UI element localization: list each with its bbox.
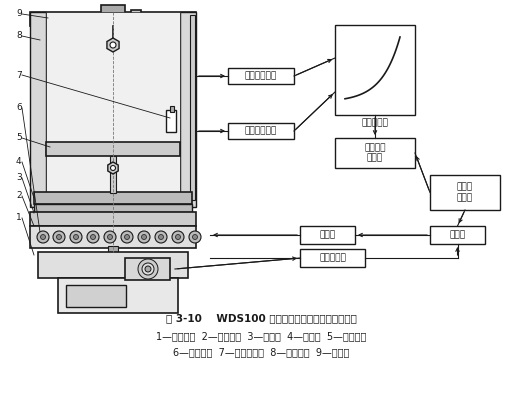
Text: 直流数字
电压表: 直流数字 电压表	[364, 143, 386, 163]
Circle shape	[192, 235, 198, 239]
Bar	[58, 278, 178, 313]
Text: 5: 5	[16, 134, 22, 142]
Circle shape	[37, 231, 49, 243]
Text: 变形测量单元: 变形测量单元	[245, 126, 277, 136]
Circle shape	[189, 231, 201, 243]
Text: 7: 7	[16, 71, 22, 79]
Circle shape	[155, 231, 167, 243]
Text: 图 3-10    WDS100 型电子万能材料试验机结构原理: 图 3-10 WDS100 型电子万能材料试验机结构原理	[166, 313, 357, 323]
Text: 放大器: 放大器	[449, 231, 465, 239]
Bar	[30, 12, 196, 26]
Bar	[131, 10, 141, 18]
Polygon shape	[107, 38, 119, 52]
Text: 测速发电机: 测速发电机	[319, 253, 346, 263]
Bar	[228, 123, 294, 139]
Circle shape	[90, 235, 96, 239]
Text: 1: 1	[16, 213, 22, 223]
Bar	[430, 226, 485, 244]
Text: 力值测量单元: 力值测量单元	[245, 71, 277, 81]
Bar	[30, 226, 196, 248]
Bar	[108, 246, 118, 252]
Circle shape	[145, 266, 151, 272]
Circle shape	[121, 231, 133, 243]
Text: 1—主变速箱  2—传动齿轮  3—电动机  4—工作台  5—活动横架: 1—主变速箱 2—传动齿轮 3—电动机 4—工作台 5—活动横架	[156, 331, 366, 341]
Text: 9: 9	[16, 10, 22, 18]
Circle shape	[138, 231, 150, 243]
Bar	[300, 226, 355, 244]
Bar	[166, 110, 176, 132]
Circle shape	[40, 235, 46, 239]
Text: 3: 3	[16, 174, 22, 182]
Text: 函数记录仪: 函数记录仪	[361, 119, 389, 128]
Circle shape	[172, 231, 184, 243]
Bar	[66, 285, 126, 307]
Bar	[335, 138, 415, 168]
Bar	[46, 12, 180, 207]
Circle shape	[108, 235, 112, 239]
Bar	[110, 156, 116, 193]
Text: 4: 4	[16, 158, 21, 166]
Bar	[46, 142, 180, 156]
Text: 晶闸管: 晶闸管	[320, 231, 336, 239]
Circle shape	[56, 235, 62, 239]
Bar	[34, 192, 192, 204]
Bar	[170, 106, 174, 112]
Circle shape	[74, 235, 78, 239]
Bar	[34, 204, 192, 212]
Text: 直流稳
压电源: 直流稳 压电源	[457, 183, 473, 202]
Text: 6: 6	[16, 103, 22, 113]
Circle shape	[53, 231, 65, 243]
Bar	[190, 15, 195, 200]
Circle shape	[124, 235, 130, 239]
Text: 6—滚珠丝杠  7—位移传感器  8—力传感器  9—上横架: 6—滚珠丝杠 7—位移传感器 8—力传感器 9—上横架	[173, 347, 349, 357]
Circle shape	[87, 231, 99, 243]
Bar	[180, 12, 196, 207]
Bar	[228, 68, 294, 84]
Bar	[430, 175, 500, 210]
Bar	[335, 25, 415, 115]
Polygon shape	[108, 162, 118, 174]
Bar	[300, 249, 365, 267]
Circle shape	[138, 259, 158, 279]
Circle shape	[142, 235, 146, 239]
Bar	[125, 258, 170, 280]
Bar	[30, 12, 46, 207]
Bar	[30, 212, 196, 226]
Text: 2: 2	[16, 192, 21, 201]
Bar	[101, 5, 125, 14]
Circle shape	[70, 231, 82, 243]
Circle shape	[142, 263, 154, 275]
Text: 8: 8	[16, 32, 22, 41]
Bar	[38, 252, 188, 278]
Circle shape	[158, 235, 164, 239]
Circle shape	[110, 166, 116, 170]
Circle shape	[104, 231, 116, 243]
Circle shape	[110, 42, 116, 48]
Circle shape	[176, 235, 180, 239]
